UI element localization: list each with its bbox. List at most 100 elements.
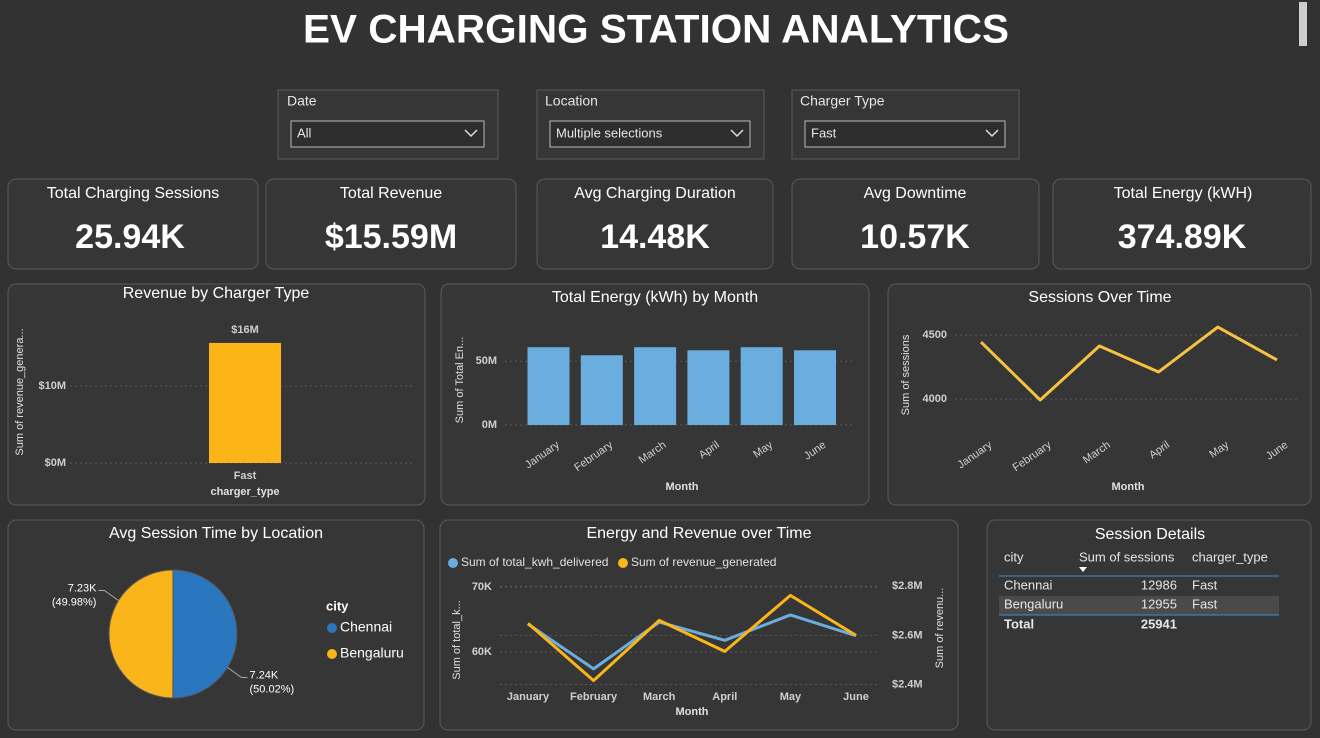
dropdown-arrow — [730, 129, 744, 138]
line — [527, 613, 857, 671]
kpi-value: 25.94K — [75, 218, 185, 256]
data-label: (50.02%) — [250, 683, 295, 695]
legend-label: Bengaluru — [340, 645, 404, 661]
chart-title: Energy and Revenue over Time — [586, 525, 811, 542]
x-tick-label: May — [780, 691, 802, 703]
x-tick-label: March — [643, 691, 676, 703]
scrollbar[interactable] — [1299, 2, 1307, 46]
legend-label: Sum of revenue_generated — [631, 555, 776, 569]
slicer-label: Date — [287, 93, 317, 109]
table-cell: 12986 — [1141, 577, 1177, 592]
chart-title: Revenue by Charger Type — [123, 285, 310, 302]
bar — [527, 347, 570, 425]
legend-title: city — [326, 598, 349, 613]
kpi-value: 14.48K — [600, 218, 710, 256]
y-tick-label: 0M — [482, 419, 497, 431]
x-axis-label: Month — [1112, 481, 1145, 493]
kpi-value: $15.59M — [325, 218, 457, 256]
dropdown-arrow — [985, 129, 999, 138]
slicer[interactable]: Charger Type Fast — [791, 89, 1020, 160]
table-cell: Chennai — [1004, 577, 1053, 592]
x-axis-label: Month — [666, 481, 699, 493]
column-header[interactable]: Sum of sessions — [1079, 549, 1175, 564]
y-tick-label: 4500 — [923, 329, 947, 341]
y-tick-label: $10M — [38, 380, 66, 392]
kpi-label: Total Revenue — [340, 185, 442, 202]
y-axis-label: Sum of Total En... — [454, 337, 466, 424]
leader-line — [98, 589, 119, 601]
y-tick-label: $2.8M — [892, 580, 923, 592]
x-tick-label: February — [570, 691, 618, 703]
y-tick-label: $2.6M — [892, 629, 923, 641]
line — [979, 325, 1278, 402]
data-label: $16M — [231, 324, 259, 336]
kpi-label: Total Energy (kWH) — [1114, 185, 1253, 202]
y-axis-label: Sum of total_k... — [451, 600, 463, 679]
kpi-value: 10.57K — [860, 218, 970, 256]
y-tick-label: 4000 — [923, 393, 947, 405]
slicer-label: Location — [545, 93, 598, 109]
x-tick-label: April — [712, 691, 737, 703]
kpi-card — [791, 178, 1040, 270]
x-tick-label: June — [843, 691, 869, 703]
y2-axis-label: Sum of revenu... — [934, 588, 946, 669]
bar — [634, 347, 677, 425]
column-header[interactable]: city — [1004, 549, 1024, 564]
column-header[interactable]: charger_type — [1192, 549, 1268, 564]
leader-line — [227, 667, 248, 679]
slicer[interactable]: Location Multiple selections — [536, 89, 765, 160]
bar — [209, 342, 281, 463]
bar — [794, 350, 836, 425]
data-label: (49.98%) — [52, 596, 97, 608]
bar — [740, 347, 783, 425]
y-tick-label: 50M — [476, 355, 497, 367]
dropdown-value: All — [297, 125, 312, 140]
chart-title: Total Energy (kWh) by Month — [552, 289, 758, 306]
legend-label: Sum of total_kwh_delivered — [461, 555, 608, 569]
x-tick-label: Fast — [234, 470, 257, 482]
table-cell: Fast — [1192, 596, 1218, 611]
table-panel — [986, 519, 1312, 731]
dropdown-arrow — [464, 129, 478, 138]
slicer[interactable]: Date All — [277, 89, 499, 160]
legend-swatch — [448, 558, 458, 568]
kpi-value: 374.89K — [1118, 218, 1247, 256]
kpi-label: Total Charging Sessions — [47, 185, 220, 202]
dropdown[interactable] — [804, 120, 1006, 148]
kpi-card — [7, 178, 259, 270]
row-band — [999, 596, 1279, 615]
chart-title: Avg Session Time by Location — [109, 525, 323, 542]
y-tick-label: $2.4M — [892, 678, 923, 690]
table-title: Session Details — [1095, 526, 1205, 543]
sort-indicator — [1079, 567, 1087, 572]
page-title: EV CHARGING STATION ANALYTICS — [303, 8, 1009, 52]
data-label: 7.24K — [250, 669, 279, 681]
legend-swatch — [327, 623, 337, 633]
total-label: Total — [1004, 616, 1034, 631]
data-label: 7.23K — [68, 582, 97, 594]
pie-slice — [108, 569, 174, 699]
kpi-label: Avg Charging Duration — [574, 185, 736, 202]
dropdown[interactable] — [290, 120, 485, 148]
chart-panel — [887, 283, 1312, 506]
bar — [687, 350, 730, 425]
dropdown-value: Fast — [811, 125, 837, 140]
table-cell: Bengaluru — [1004, 596, 1063, 611]
x-tick-label: January — [507, 691, 550, 703]
y-axis-label: Sum of revenue_genera... — [14, 328, 26, 455]
y-axis-label: Sum of sessions — [900, 334, 912, 415]
dropdown[interactable] — [549, 120, 751, 148]
slicer-label: Charger Type — [800, 93, 885, 109]
legend-label: Chennai — [340, 619, 392, 635]
y-tick-label: $0M — [45, 457, 66, 469]
line — [527, 593, 857, 683]
pie-slice — [172, 569, 238, 699]
y-tick-label: 60K — [472, 646, 492, 658]
kpi-card — [265, 178, 517, 270]
table-cell: 12955 — [1141, 596, 1177, 611]
x-axis-label: Month — [676, 706, 709, 718]
chart-title: Sessions Over Time — [1028, 289, 1171, 306]
total-value: 25941 — [1141, 616, 1177, 631]
kpi-card — [536, 178, 774, 270]
